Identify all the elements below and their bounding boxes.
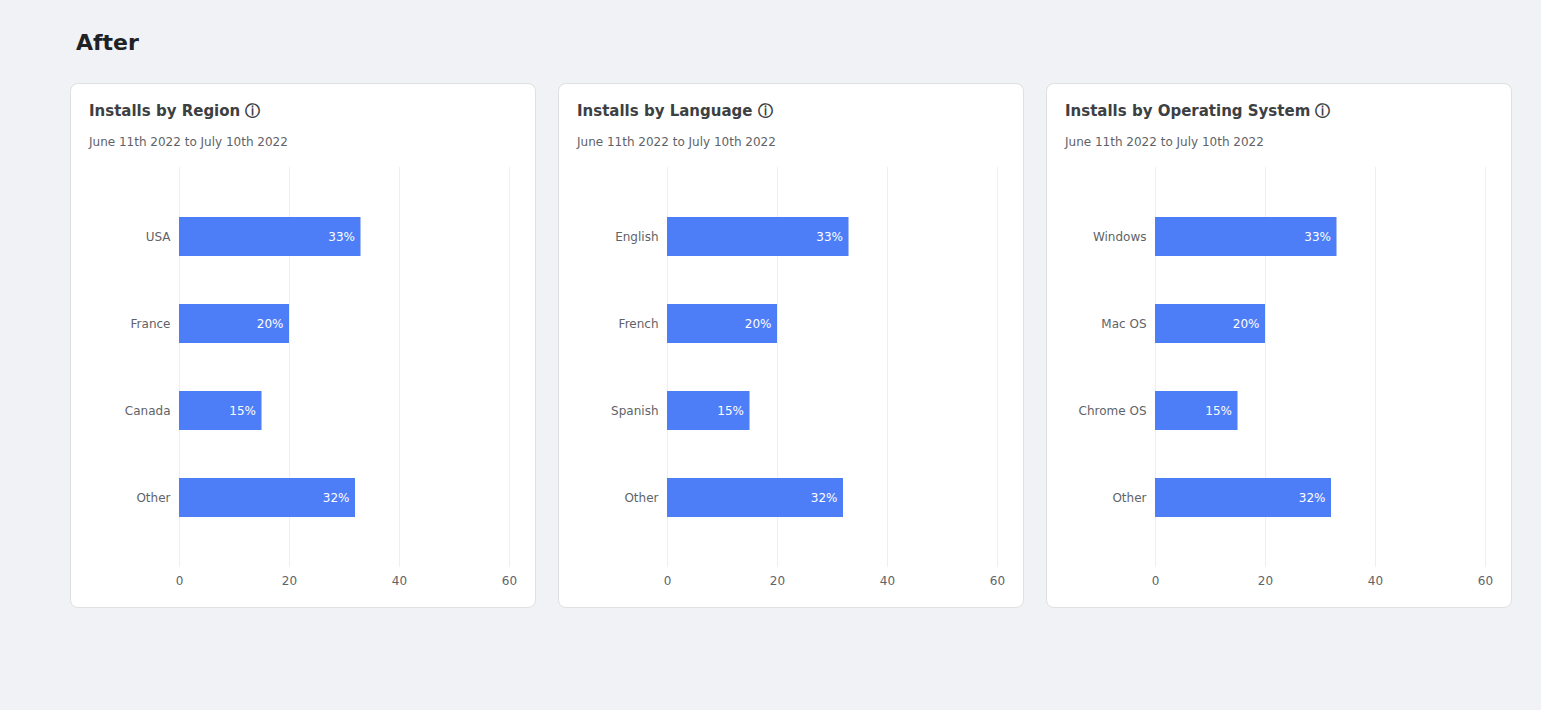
- svg-text:0: 0: [176, 574, 184, 588]
- svg-text:32%: 32%: [811, 491, 838, 505]
- svg-text:15%: 15%: [229, 404, 256, 418]
- svg-text:33%: 33%: [1304, 230, 1331, 244]
- svg-text:0: 0: [1152, 574, 1160, 588]
- svg-text:60: 60: [990, 574, 1005, 588]
- svg-text:Other: Other: [1112, 491, 1146, 505]
- svg-text:French: French: [619, 317, 659, 331]
- svg-text:20: 20: [282, 574, 297, 588]
- html-text:After: After: [76, 30, 139, 55]
- svg-text:Mac OS: Mac OS: [1101, 317, 1146, 331]
- svg-text:Canada: Canada: [125, 404, 171, 418]
- html-text:June 11th 2022 to July 10th 20: June 11th 2022 to July 10th 2022: [577, 135, 776, 149]
- svg-text:Chrome OS: Chrome OS: [1079, 404, 1147, 418]
- svg-text:32%: 32%: [1299, 491, 1326, 505]
- html-text:Installs by Operating System ⓘ: Installs by Operating System ⓘ: [1065, 102, 1331, 120]
- svg-text:32%: 32%: [323, 491, 350, 505]
- svg-text:Other: Other: [624, 491, 658, 505]
- html-text:Installs by Region ⓘ: Installs by Region ⓘ: [89, 102, 261, 120]
- svg-text:20: 20: [770, 574, 785, 588]
- svg-text:Other: Other: [136, 491, 170, 505]
- svg-text:33%: 33%: [816, 230, 843, 244]
- svg-text:15%: 15%: [1205, 404, 1232, 418]
- svg-text:Windows: Windows: [1093, 230, 1147, 244]
- svg-text:20%: 20%: [1233, 317, 1260, 331]
- html-text:June 11th 2022 to July 10th 20: June 11th 2022 to July 10th 2022: [89, 135, 288, 149]
- svg-text:40: 40: [392, 574, 407, 588]
- svg-text:60: 60: [502, 574, 517, 588]
- svg-text:60: 60: [1478, 574, 1493, 588]
- svg-text:40: 40: [880, 574, 895, 588]
- svg-text:Spanish: Spanish: [611, 404, 658, 418]
- svg-text:USA: USA: [146, 230, 172, 244]
- svg-text:33%: 33%: [328, 230, 355, 244]
- svg-text:English: English: [615, 230, 658, 244]
- html-text:June 11th 2022 to July 10th 20: June 11th 2022 to July 10th 2022: [1065, 135, 1264, 149]
- svg-text:15%: 15%: [717, 404, 744, 418]
- svg-text:20: 20: [1258, 574, 1273, 588]
- svg-text:0: 0: [664, 574, 672, 588]
- svg-text:France: France: [131, 317, 171, 331]
- svg-text:40: 40: [1368, 574, 1383, 588]
- svg-text:20%: 20%: [257, 317, 284, 331]
- svg-text:20%: 20%: [745, 317, 772, 331]
- html-text:Installs by Language ⓘ: Installs by Language ⓘ: [577, 102, 773, 120]
